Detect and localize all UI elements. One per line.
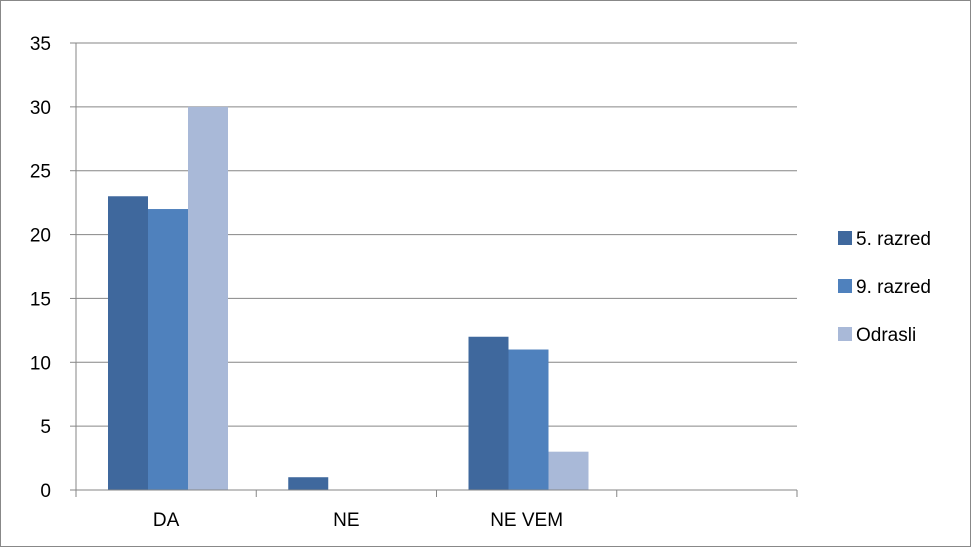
legend-swatch-2 [838, 327, 852, 341]
x-tick-label: NE [333, 510, 359, 531]
y-tick-label: 25 [30, 162, 51, 183]
y-tick-label: 35 [30, 34, 51, 55]
y-tick-label: 30 [30, 98, 51, 119]
y-tick-label: 15 [30, 289, 51, 310]
bar-ne-vem-series-0 [468, 336, 509, 490]
bar-ne-series-0 [288, 477, 329, 490]
legend-label: Odrasli [856, 325, 916, 346]
bar-da-series-1 [148, 209, 188, 490]
bar-ne-vem-series-2 [548, 451, 589, 490]
bar-da-series-2 [188, 106, 228, 490]
y-tick-label: 10 [30, 353, 51, 374]
axes: 0 5 10 15 20 25 30 35 DA NE NE VEM [30, 34, 798, 531]
bar-ne-vem-series-1 [508, 349, 549, 490]
y-tick-label: 5 [40, 417, 51, 438]
legend-label: 5. razred [856, 229, 931, 250]
legend-label: 9. razred [856, 277, 931, 298]
y-tick-label: 20 [30, 226, 51, 247]
legend: 5. razred 9. razred Odrasli [838, 229, 931, 346]
x-tick-label: DA [153, 510, 180, 531]
x-tick-label: NE VEM [490, 510, 563, 531]
legend-swatch-0 [838, 231, 852, 245]
bar-da-series-0 [108, 196, 148, 490]
legend-swatch-1 [838, 279, 852, 293]
bars [108, 106, 589, 490]
y-tick-label: 0 [40, 481, 51, 502]
